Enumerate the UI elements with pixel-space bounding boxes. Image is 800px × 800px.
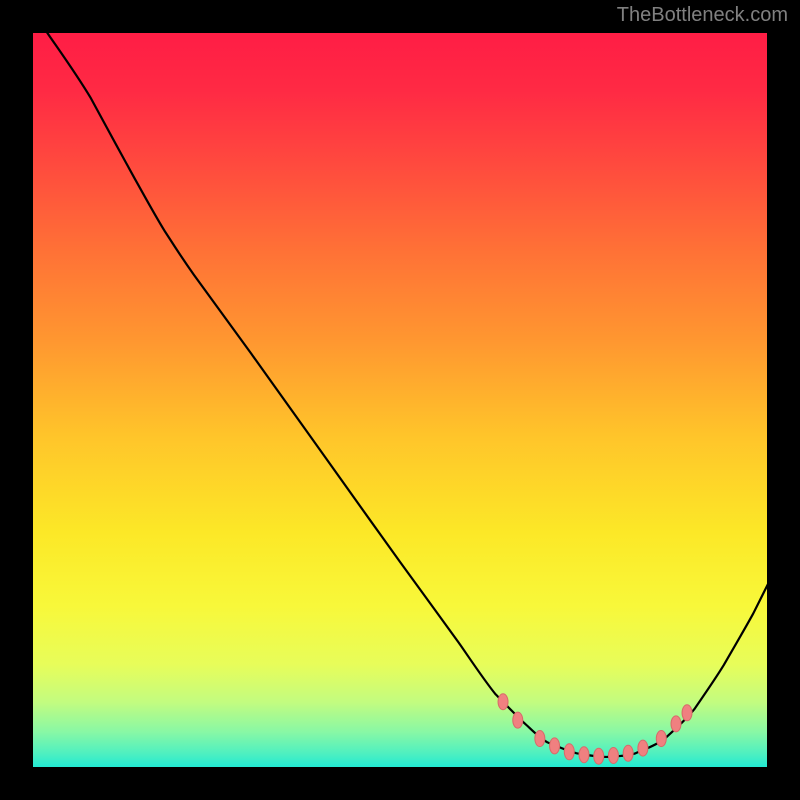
marker-point	[535, 731, 545, 747]
curve-markers	[498, 694, 692, 764]
marker-point	[623, 745, 633, 761]
marker-point	[550, 738, 560, 754]
marker-point	[608, 747, 618, 763]
bottleneck-curve	[47, 32, 768, 757]
marker-point	[638, 740, 648, 756]
marker-point	[564, 744, 574, 760]
marker-point	[682, 705, 692, 721]
marker-point	[594, 748, 604, 764]
marker-point	[513, 712, 523, 728]
plot-area	[32, 32, 768, 768]
marker-point	[671, 716, 681, 732]
marker-point	[579, 747, 589, 763]
curve-layer	[32, 32, 768, 768]
watermark-text: TheBottleneck.com	[617, 4, 788, 27]
marker-point	[498, 694, 508, 710]
chart-container: TheBottleneck.com	[0, 0, 800, 800]
marker-point	[656, 731, 666, 747]
